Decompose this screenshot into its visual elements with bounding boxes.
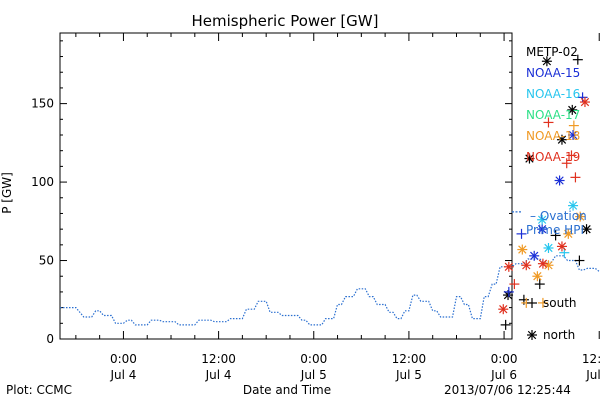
noaa-16-north-point <box>537 214 548 225</box>
noaa-19-south-point <box>509 279 520 290</box>
marker-legend-south-symbol <box>527 298 537 308</box>
axis-ticks: 0 50 100 150 0:00 Jul 4 12:00 Jul 4 0:00 Jul 5 12:… <box>31 33 600 382</box>
metp-02-south-point <box>500 319 511 330</box>
metp-02-north-point <box>581 224 592 235</box>
noaa-19-north-point <box>579 97 590 108</box>
noaa-15-north-point <box>568 130 579 140</box>
ovation-series <box>60 211 600 326</box>
marker-legend-north-symbol <box>527 330 537 340</box>
y-tick-label: 150 <box>31 97 54 111</box>
noaa-19-north-point <box>498 304 509 315</box>
legend-item-noaa-17: NOAA-17 <box>526 108 580 122</box>
marker-legend-north: north <box>543 328 575 342</box>
scatter-points <box>498 54 592 330</box>
noaa-19-north-point <box>556 241 567 252</box>
noaa-15-south-point <box>516 228 527 239</box>
legend-item-noaa-19: NOAA-19 <box>526 150 580 164</box>
legend-item-metp-02: METP-02 <box>526 45 578 59</box>
plot-frame <box>59 32 513 340</box>
footer-timestamp: 2013/07/06 12:25:44 <box>444 383 571 397</box>
marker-legend: south north <box>527 296 577 342</box>
x-tick-time: 0:00 <box>491 352 518 366</box>
noaa-18-north-point <box>517 244 528 255</box>
noaa-18-north-point <box>575 211 586 222</box>
chart-title: Hemispheric Power [GW] <box>192 12 379 30</box>
legend-item-noaa-16: NOAA-16 <box>526 87 580 101</box>
x-tick-time: 12:00 <box>392 352 427 366</box>
x-tick-date: Jul 4 <box>205 368 232 382</box>
noaa-16-north-point <box>568 200 579 211</box>
noaa-15-north-point <box>554 175 565 186</box>
noaa-18-north-point <box>532 271 543 282</box>
marker-legend-south: south <box>543 296 577 310</box>
noaa-19-south-point <box>570 172 581 183</box>
x-tick-time: 0:00 <box>110 352 137 366</box>
x-tick-date: Jul 6 <box>585 368 600 382</box>
legend: METP-02 NOAA-15 NOAA-16 NOAA-17 NOAA-18 NOAA-… <box>526 45 580 164</box>
ovation-label-line2: Prime HPI <box>526 223 584 237</box>
metp-02-south-point <box>572 54 583 65</box>
metp-02-north-point <box>556 134 567 145</box>
x-tick-date: Jul 6 <box>490 368 517 382</box>
x-tick-date: Jul 5 <box>395 368 422 382</box>
noaa-18-south-point <box>537 297 548 308</box>
y-tick-label: 0 <box>46 332 54 346</box>
noaa-15-south-point <box>503 286 514 297</box>
noaa-15-north-point <box>529 250 540 261</box>
noaa-19-north-point <box>503 261 514 272</box>
noaa-15-north-point <box>537 224 548 235</box>
y-axis-label: P [GW] <box>0 172 14 214</box>
y-tick-label: 50 <box>39 254 54 268</box>
metp-02-north-point <box>567 104 578 115</box>
ovation-line <box>60 255 600 326</box>
x-tick-date: Jul 5 <box>300 368 327 382</box>
x-tick-time: 12:00 <box>582 352 600 366</box>
x-tick-time: 0:00 <box>300 352 327 366</box>
footer-credit: Plot: CCMC <box>6 383 72 397</box>
legend-item-noaa-18: NOAA-18 <box>526 129 580 143</box>
noaa-19-north-point <box>537 258 548 269</box>
ovation-label-line1: – Ovation <box>530 209 587 223</box>
legend-item-noaa-15: NOAA-15 <box>526 66 580 80</box>
x-axis-label: Date and Time <box>243 383 331 397</box>
y-tick-label: 100 <box>31 175 54 189</box>
noaa-18-south-point <box>568 120 579 131</box>
noaa-16-north-point <box>543 242 554 253</box>
noaa-15-south-point <box>577 92 588 103</box>
noaa-19-south-point <box>566 150 577 161</box>
x-tick-time: 12:00 <box>201 352 236 366</box>
noaa-18-north-point <box>563 228 574 239</box>
metp-02-south-point <box>574 255 585 266</box>
noaa-19-south-point <box>561 158 572 169</box>
x-tick-date: Jul 4 <box>109 368 136 382</box>
metp-02-south-point <box>550 230 561 241</box>
noaa-19-south-point <box>543 117 554 128</box>
noaa-19-north-point <box>521 260 532 271</box>
metp-02-north-point <box>541 56 552 67</box>
metp-02-north-point <box>524 153 535 164</box>
metp-02-south-point <box>534 279 545 290</box>
